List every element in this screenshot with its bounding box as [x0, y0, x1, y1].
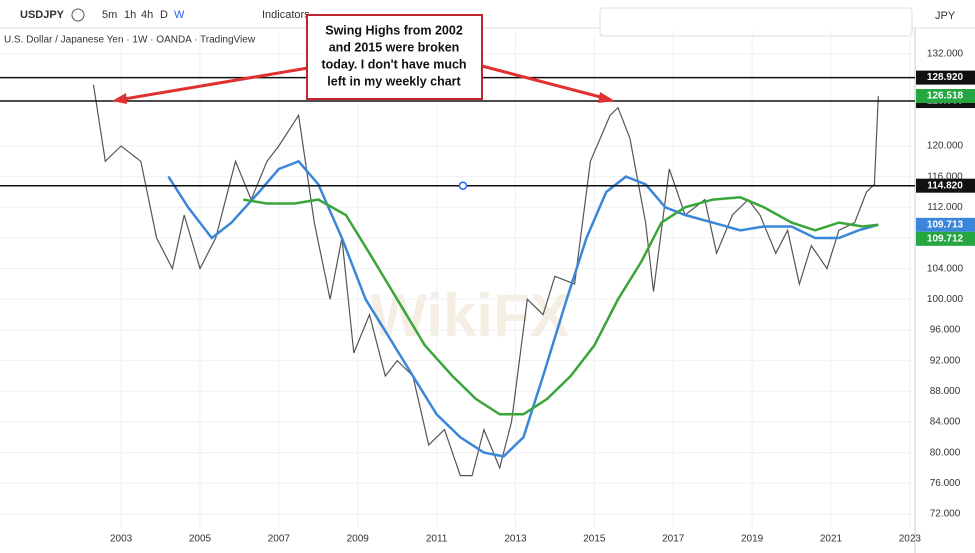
y-tick-label: 88.000	[930, 386, 961, 397]
level-label: 114.820	[927, 180, 963, 191]
y-tick-label: 100.000	[927, 294, 964, 305]
indicators-button[interactable]: Indicators	[262, 9, 310, 21]
arrow	[117, 66, 309, 102]
y-tick-label: 84.000	[930, 417, 961, 428]
interval[interactable]: W	[174, 9, 185, 21]
y-tick-label: 116.000	[927, 171, 963, 182]
currency: JPY	[935, 10, 956, 22]
x-tick-label: 2007	[268, 534, 291, 545]
y-tick-label: 72.000	[930, 509, 961, 520]
annotation-line: Swing Highs from 2002	[325, 23, 463, 37]
annotation-line: today. I don't have much	[321, 57, 466, 71]
arrow-head	[598, 92, 615, 103]
price-label: 126.518	[927, 91, 964, 102]
price-badge	[916, 217, 975, 232]
interval[interactable]: 4h	[141, 9, 153, 21]
overlay: Swing Highs from 2002 and 2015 were brok…	[112, 14, 615, 104]
x-tick-label: 2017	[662, 534, 685, 545]
annotation-box	[306, 14, 483, 100]
x-tick-label: 2023	[899, 534, 922, 545]
price-badge	[916, 231, 975, 246]
x-tick-label: 2005	[189, 534, 212, 545]
x-tick-label: 2003	[110, 534, 133, 545]
y-tick-label: 76.000	[930, 478, 961, 489]
y-tick-label: 96.000	[930, 325, 961, 336]
x-tick-label: 2013	[504, 534, 527, 545]
legend-text: U.S. Dollar / Japanese Yen · 1W · OANDA …	[4, 35, 256, 46]
plot: 72.000 76.000 80.000 84.000 88.000 92.000 96.0…	[0, 30, 975, 545]
y-tick-label: 104.000	[927, 263, 964, 274]
price-badge	[916, 89, 975, 104]
annotation-line: left in my weekly chart	[327, 74, 461, 88]
y-tick-label: 92.000	[930, 355, 961, 366]
watermark: WikiFX	[370, 282, 569, 349]
add-symbol[interactable]	[71, 8, 85, 22]
line-handle	[458, 181, 468, 190]
level-badge	[916, 70, 975, 85]
y-tick-label: 112.000	[927, 202, 963, 213]
symbol[interactable]: USDJPY	[20, 9, 65, 21]
interval[interactable]: 5m	[102, 9, 117, 21]
y-tick-label: 132.000	[927, 49, 964, 60]
level-label: 128.920	[927, 72, 964, 83]
annotation-line: and 2015 were broken	[329, 40, 460, 54]
drawing-toolbar[interactable]	[599, 7, 913, 37]
price-label: 109.712	[927, 233, 964, 244]
series-line	[167, 159, 879, 458]
series-line	[243, 196, 879, 416]
arrow-head	[112, 93, 127, 104]
x-tick-label: 2009	[347, 534, 370, 545]
arrow	[481, 64, 609, 101]
level-badge	[916, 178, 975, 193]
y-tick-label: 120.000	[927, 141, 964, 152]
series-line	[92, 84, 879, 477]
x-tick-label: 2011	[426, 534, 448, 545]
y-tick-label: 80.000	[930, 447, 961, 458]
price-label: 109.713	[927, 219, 964, 230]
x-tick-label: 2021	[820, 534, 843, 545]
interval[interactable]: 1h	[124, 9, 136, 21]
x-tick-label: 2015	[583, 534, 606, 545]
x-tick-label: 2019	[741, 534, 764, 545]
interval[interactable]: D	[160, 9, 168, 21]
